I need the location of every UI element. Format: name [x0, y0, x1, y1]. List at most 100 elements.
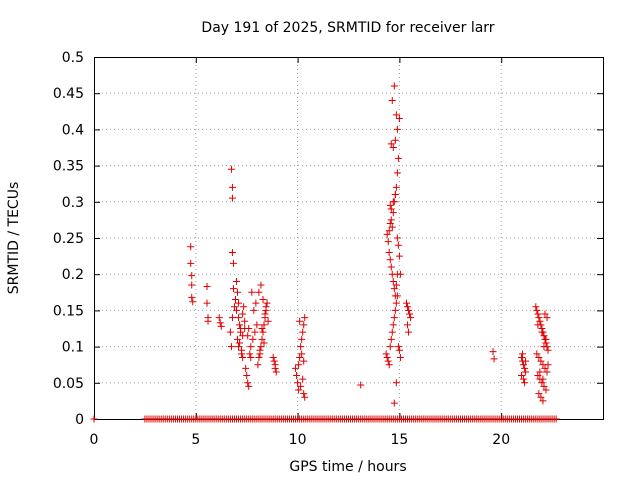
data-point	[534, 372, 542, 380]
data-point	[391, 306, 399, 314]
data-point	[216, 319, 224, 327]
data-point	[215, 314, 223, 322]
data-point	[217, 322, 225, 330]
data-point	[394, 154, 402, 162]
data-point	[295, 361, 303, 369]
data-point	[260, 321, 268, 329]
data-point	[536, 317, 544, 325]
data-point	[227, 343, 235, 351]
data-point	[257, 343, 265, 351]
data-point	[392, 379, 400, 387]
data-point	[228, 194, 236, 202]
y-tick-label: 0.45	[53, 86, 84, 102]
data-point	[244, 332, 252, 340]
data-point	[246, 350, 254, 358]
data-point	[519, 350, 527, 358]
data-point	[300, 321, 308, 329]
data-point	[393, 125, 401, 133]
data-point	[270, 357, 278, 365]
data-point	[387, 140, 395, 148]
data-point	[187, 259, 195, 267]
data-point	[258, 325, 266, 332]
data-point	[404, 303, 412, 311]
data-point	[357, 381, 365, 389]
data-point	[389, 321, 397, 329]
data-point	[294, 379, 302, 387]
data-point	[396, 270, 404, 278]
data-point	[522, 357, 530, 365]
data-point	[250, 306, 258, 314]
data-point	[229, 259, 237, 267]
data-point	[243, 372, 251, 380]
data-point	[386, 220, 394, 228]
y-axis-label: SRMTID / TECUs	[6, 182, 22, 295]
data-point	[297, 343, 305, 351]
data-point	[405, 328, 413, 336]
data-point	[263, 299, 271, 307]
data-point	[521, 364, 529, 372]
data-point	[536, 368, 544, 376]
data-point	[189, 298, 197, 306]
axis-ticks: 0 5 10 15 20 0 0.05 0.1 0.15 0.2 0.25 0.3 0.35 0.4 0.4…	[53, 50, 603, 448]
data-point	[395, 346, 403, 354]
data-point	[541, 310, 549, 318]
data-point	[271, 361, 279, 369]
data-point	[298, 350, 306, 358]
data-point	[390, 314, 398, 322]
data-point	[387, 205, 395, 213]
grid	[94, 57, 603, 419]
data-point	[239, 310, 247, 318]
data-point	[535, 353, 543, 361]
x-tick-label: 0	[90, 432, 99, 448]
data-point	[297, 382, 305, 390]
data-point	[404, 321, 412, 329]
data-point	[255, 288, 263, 296]
data-point	[226, 328, 234, 336]
data-point	[387, 335, 395, 343]
data-point	[544, 361, 552, 369]
data-point	[239, 353, 247, 361]
data-point	[235, 299, 243, 307]
data-point	[235, 343, 243, 351]
data-point	[535, 314, 543, 322]
data-point	[187, 243, 195, 251]
data-point	[392, 111, 400, 119]
data-point	[387, 263, 395, 271]
x-tick-label: 5	[191, 432, 200, 448]
data-point	[241, 317, 249, 325]
data-point	[386, 256, 394, 264]
y-tick-label: 0.05	[53, 376, 84, 392]
data-point	[403, 299, 411, 307]
data-point	[235, 314, 243, 322]
data-point	[255, 353, 263, 361]
data-point	[236, 339, 244, 347]
data-point	[233, 277, 241, 285]
x-tick-label: 10	[289, 432, 307, 448]
y-tick-label: 0	[75, 412, 84, 428]
y-tick-label: 0.1	[62, 340, 84, 356]
data-point	[298, 335, 306, 343]
data-point	[384, 238, 392, 246]
data-point	[538, 379, 546, 387]
data-point	[520, 375, 528, 383]
data-point	[392, 281, 400, 289]
data-point	[389, 209, 397, 217]
y-tick-label: 0.15	[53, 303, 84, 319]
data-point	[541, 364, 549, 372]
data-point	[236, 321, 244, 329]
data-point	[251, 328, 259, 336]
data-point	[385, 227, 393, 235]
chart-title: Day 191 of 2025, SRMTID for receiver lar…	[201, 20, 494, 36]
data-point	[539, 375, 547, 383]
data-point	[203, 299, 211, 307]
data-point	[233, 306, 241, 314]
data-point	[301, 393, 309, 401]
y-tick-label: 0.25	[53, 231, 84, 247]
data-point	[390, 82, 398, 90]
data-point	[407, 314, 415, 322]
data-point	[388, 328, 396, 336]
data-point	[535, 390, 543, 398]
data-point	[382, 350, 390, 358]
data-point	[272, 368, 280, 376]
